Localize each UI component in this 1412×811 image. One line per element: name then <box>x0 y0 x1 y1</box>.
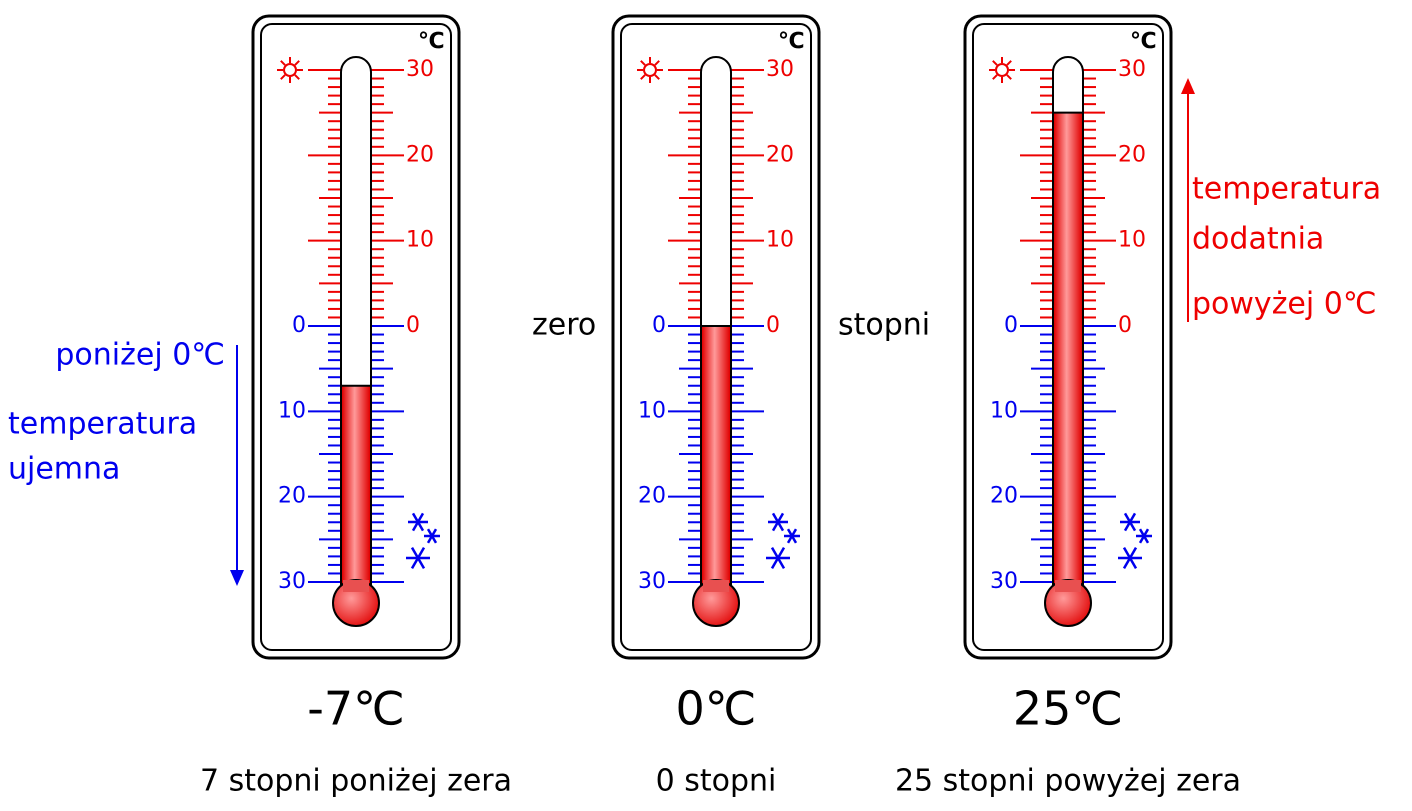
sun <box>995 63 1009 77</box>
sun <box>643 63 657 77</box>
annotation: ujemna <box>8 452 120 487</box>
tick-label: 0 <box>292 313 306 338</box>
frame-inner <box>620 23 812 651</box>
annotation: poniżej 0℃ <box>55 338 225 373</box>
sun-ray <box>992 74 998 80</box>
tick-label: 0 <box>1004 313 1018 338</box>
snowflake <box>786 528 798 544</box>
sun-ray <box>654 60 660 66</box>
tick-label: 10 <box>766 228 794 253</box>
reading-label: 25℃ <box>1013 682 1123 736</box>
bulb-neck <box>1055 580 1081 592</box>
tick-label: 10 <box>1118 228 1146 253</box>
sun-ray <box>280 74 286 80</box>
sun-ray <box>640 74 646 80</box>
snowflake <box>770 546 786 570</box>
annotation: temperatura <box>8 407 197 442</box>
bulb-neck <box>343 580 369 592</box>
tick-label: 30 <box>766 57 794 82</box>
sun-ray <box>1006 74 1012 80</box>
tick-label: 20 <box>278 484 306 509</box>
annotation: stopni <box>838 308 930 343</box>
unit-label: ℃ <box>778 29 805 54</box>
sun-ray <box>1006 60 1012 66</box>
sun-ray <box>640 60 646 66</box>
tick-label: 20 <box>406 142 434 167</box>
tick-label: 30 <box>278 569 306 594</box>
tick-label: 10 <box>638 398 666 423</box>
mercury <box>342 385 370 600</box>
reading-label: 0℃ <box>676 682 757 736</box>
caption: 0 stopni <box>656 764 777 799</box>
tick-label: 30 <box>990 569 1018 594</box>
snowflake <box>411 512 425 532</box>
sun <box>283 63 297 77</box>
sun-ray <box>280 60 286 66</box>
tick-label: 20 <box>638 484 666 509</box>
arrow-head <box>230 570 244 586</box>
unit-label: ℃ <box>1130 29 1157 54</box>
sun-ray <box>294 60 300 66</box>
snowflake <box>771 512 785 532</box>
snowflake <box>426 528 438 544</box>
snowflake <box>1138 528 1150 544</box>
tick-label: 0 <box>1118 313 1132 338</box>
tick-label: 20 <box>766 142 794 167</box>
mercury <box>1054 112 1082 601</box>
frame-inner <box>972 23 1164 651</box>
snowflake <box>410 546 426 570</box>
sun-ray <box>992 60 998 66</box>
annotation: powyżej 0℃ <box>1192 287 1377 322</box>
tick-label: 30 <box>406 57 434 82</box>
tick-label: 0 <box>406 313 420 338</box>
mercury <box>702 326 730 600</box>
bulb-neck <box>703 580 729 592</box>
arrow-head <box>1181 78 1195 94</box>
tick-label: 0 <box>652 313 666 338</box>
snowflake <box>1122 546 1138 570</box>
tick-label: 10 <box>406 228 434 253</box>
caption: 25 stopni powyżej zera <box>895 764 1241 799</box>
tick-label: 10 <box>278 398 306 423</box>
tick-label: 20 <box>1118 142 1146 167</box>
caption: 7 stopni poniżej zera <box>200 764 512 799</box>
tick-label: 0 <box>766 313 780 338</box>
tick-label: 30 <box>638 569 666 594</box>
annotation: temperatura <box>1192 172 1381 207</box>
annotation: dodatnia <box>1192 222 1324 257</box>
tick-label: 20 <box>990 484 1018 509</box>
reading-label: -7℃ <box>307 682 405 736</box>
annotation: zero <box>532 308 596 343</box>
snowflake <box>1123 512 1137 532</box>
tick-label: 10 <box>990 398 1018 423</box>
sun-ray <box>294 74 300 80</box>
frame-inner <box>260 23 452 651</box>
sun-ray <box>654 74 660 80</box>
tick-label: 30 <box>1118 57 1146 82</box>
unit-label: ℃ <box>418 29 445 54</box>
